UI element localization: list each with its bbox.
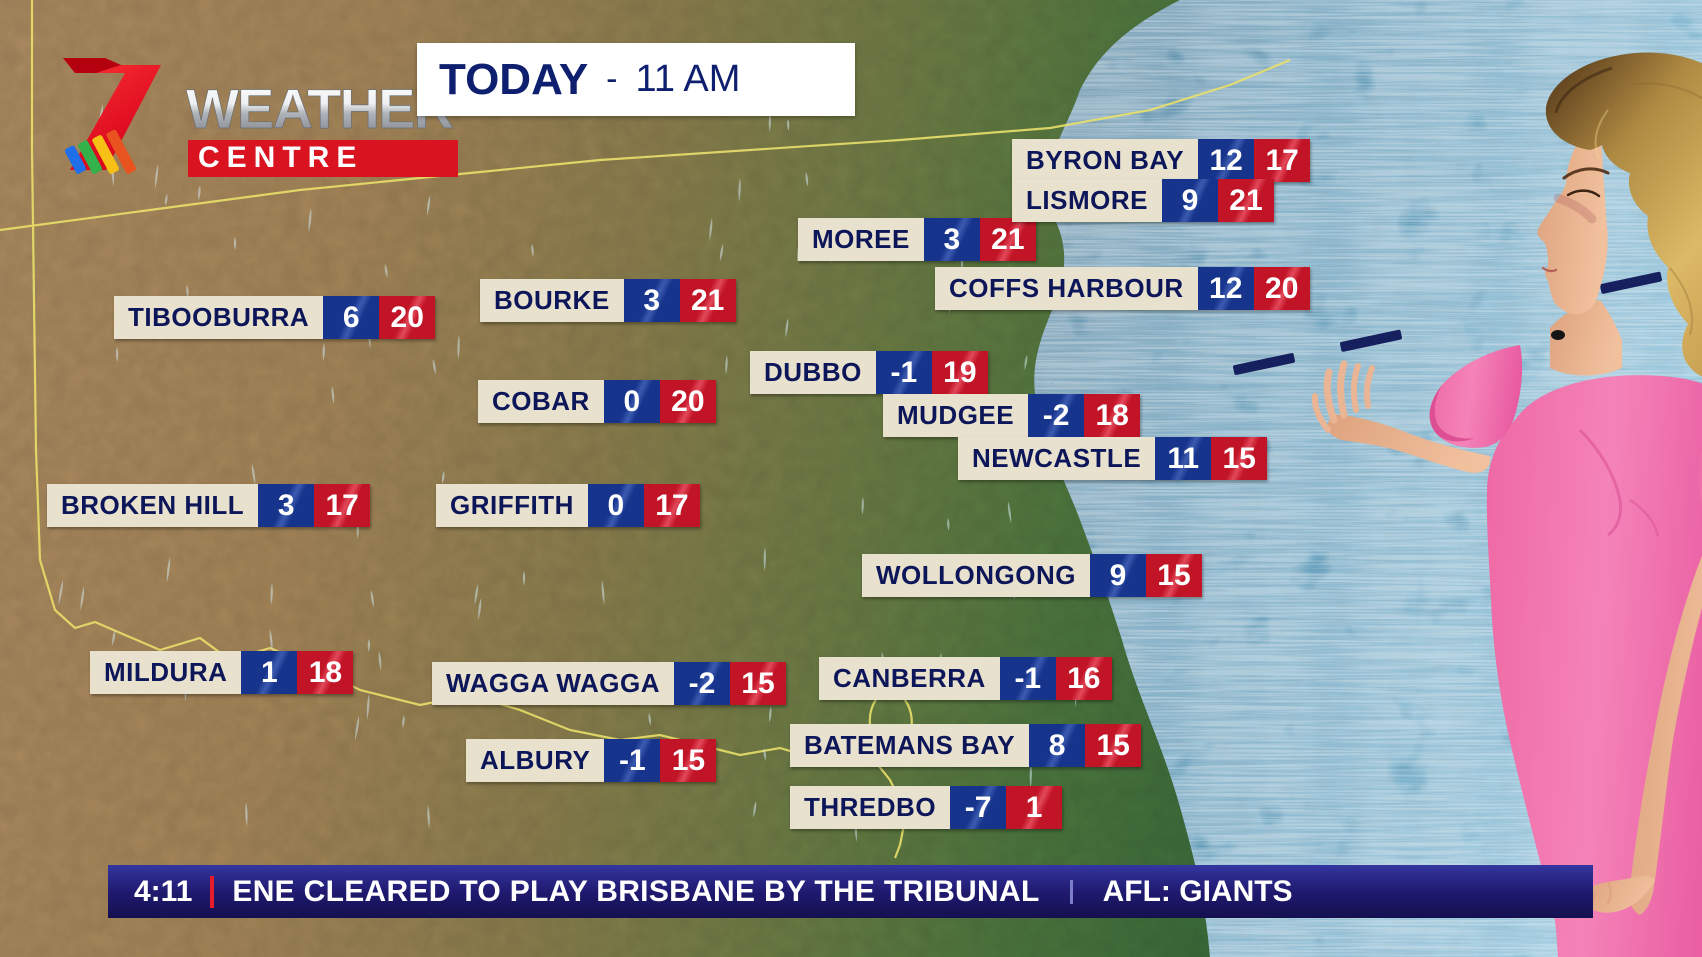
svg-text:CENTRE: CENTRE bbox=[198, 141, 363, 174]
svg-text:WEATHER: WEATHER bbox=[186, 77, 454, 140]
